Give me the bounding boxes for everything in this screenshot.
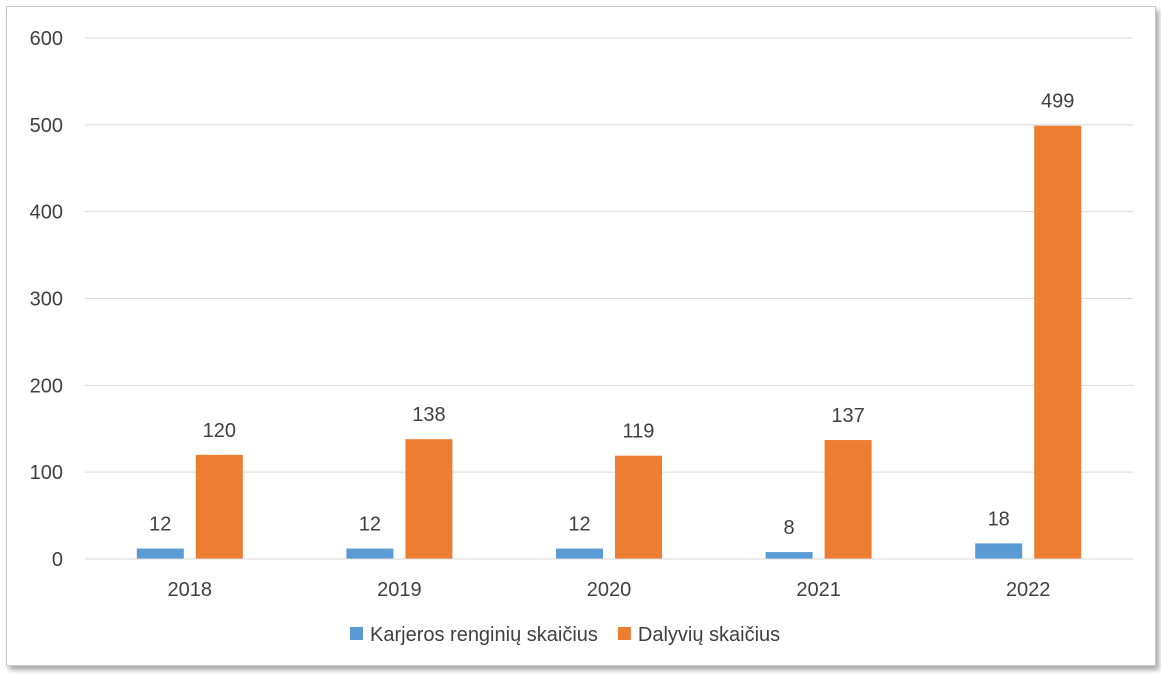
- bar-2021-series-1: [765, 552, 813, 559]
- y-tick-label: 400: [30, 202, 63, 224]
- y-axis: 0 100 200 300 400 500 600: [30, 28, 63, 571]
- x-tick-label: 2022: [1006, 579, 1051, 601]
- legend-label-1: Karjeros renginių skaičius: [370, 624, 598, 646]
- bar-2020-series-1: [556, 548, 603, 559]
- bar-2020-series-2: [615, 455, 662, 559]
- bar-2022-series-1: [975, 543, 1023, 559]
- data-label: 499: [1041, 91, 1074, 113]
- x-tick-label: 2021: [796, 579, 841, 601]
- data-labels: 12 120 12 138 12 119 8 137 18 499: [149, 91, 1074, 539]
- data-label: 137: [831, 405, 864, 427]
- data-label: 120: [203, 420, 236, 442]
- y-tick-label: 0: [52, 549, 63, 571]
- y-tick-label: 300: [30, 289, 63, 311]
- data-label: 138: [412, 404, 445, 426]
- legend-swatch-2: [617, 627, 631, 640]
- bars: [136, 125, 1082, 560]
- x-axis: 2018 2019 2020 2021 2022: [85, 558, 1133, 601]
- legend-label-2: Dalyvių skaičius: [638, 624, 780, 646]
- x-tick-label: 2020: [587, 579, 632, 601]
- bar-2018-series-1: [136, 548, 184, 559]
- chart-frame: 0 100 200 300 400 500 600 12 120 12 138 12 119 8 137 1…: [6, 6, 1156, 666]
- bar-2019-series-2: [405, 439, 453, 559]
- data-label: 12: [149, 514, 171, 536]
- data-label: 18: [988, 508, 1010, 530]
- legend: Karjeros renginių skaičius Dalyvių skaiči…: [350, 624, 780, 646]
- gridlines: [85, 37, 1133, 560]
- legend-swatch-1: [350, 627, 363, 640]
- bar-2019-series-1: [346, 548, 394, 559]
- x-tick-label: 2018: [168, 579, 213, 601]
- y-tick-label: 500: [30, 115, 63, 137]
- x-tick-label: 2019: [377, 579, 422, 601]
- data-label: 119: [623, 421, 655, 443]
- bar-2022-series-2: [1034, 125, 1082, 560]
- y-tick-label: 200: [30, 375, 63, 397]
- data-label: 8: [784, 517, 795, 539]
- y-tick-label: 100: [30, 462, 63, 484]
- y-tick-label: 600: [30, 28, 63, 50]
- data-label: 12: [568, 514, 590, 536]
- bar-2021-series-2: [824, 440, 872, 559]
- data-label: 12: [359, 514, 381, 536]
- bar-2018-series-2: [195, 454, 243, 559]
